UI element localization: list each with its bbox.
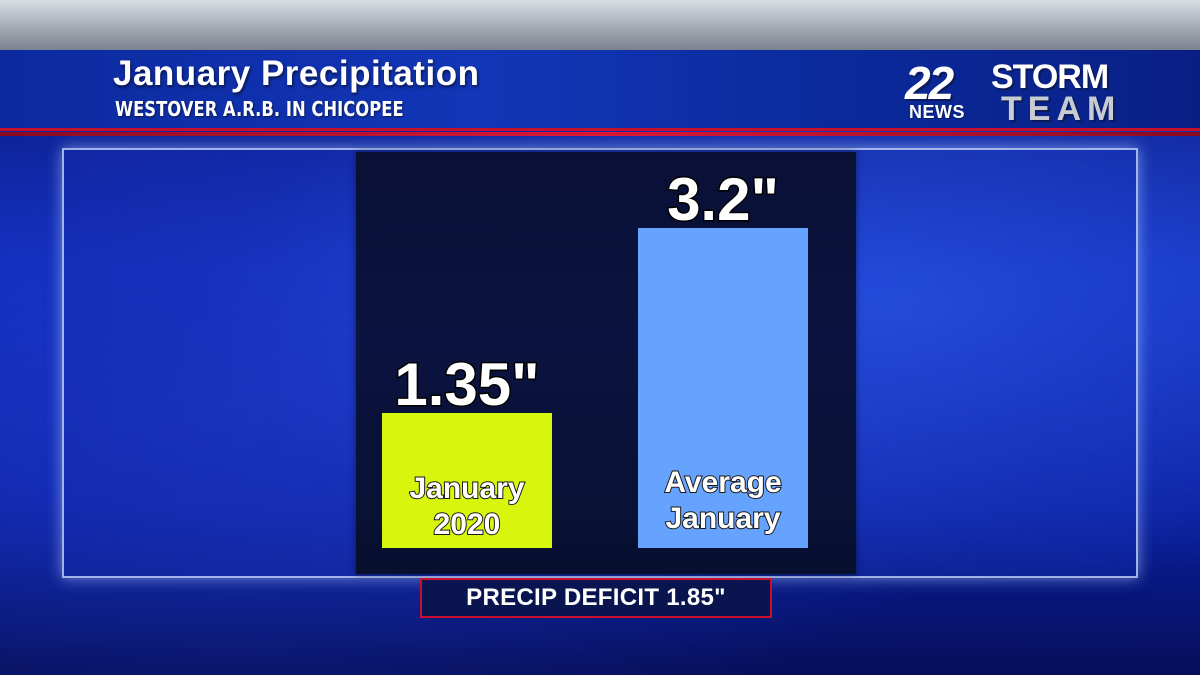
category-label-average-january-2: January bbox=[665, 502, 780, 535]
bar-average-january bbox=[638, 228, 808, 548]
logo-news: NEWS bbox=[909, 102, 965, 122]
station-logo: 22 NEWS STORM TEAM bbox=[905, 57, 1140, 128]
title-bar bbox=[0, 50, 1200, 136]
top-band bbox=[0, 0, 1200, 50]
value-label-january-2020: 1.35" bbox=[394, 351, 539, 418]
logo-storm: STORM bbox=[991, 58, 1109, 96]
category-label-january-2020-2: 2020 bbox=[434, 508, 501, 541]
deficit-label: PRECIP DEFICIT 1.85" bbox=[466, 584, 726, 611]
value-label-average-january: 3.2" bbox=[667, 166, 779, 233]
logo-number: 22 bbox=[905, 57, 954, 109]
page-title: January Precipitation bbox=[113, 54, 480, 93]
chart-panel: 1.35" January 2020 3.2" Average January bbox=[356, 152, 856, 574]
category-label-average-january-1: Average bbox=[664, 466, 781, 499]
logo-team: TEAM bbox=[1001, 90, 1122, 128]
category-label-january-2020-1: January bbox=[409, 472, 524, 505]
bar-january-2020 bbox=[382, 413, 552, 548]
page-subtitle: WESTOVER A.R.B. IN CHICOPEE bbox=[115, 97, 404, 121]
deficit-box: PRECIP DEFICIT 1.85" bbox=[420, 578, 772, 618]
